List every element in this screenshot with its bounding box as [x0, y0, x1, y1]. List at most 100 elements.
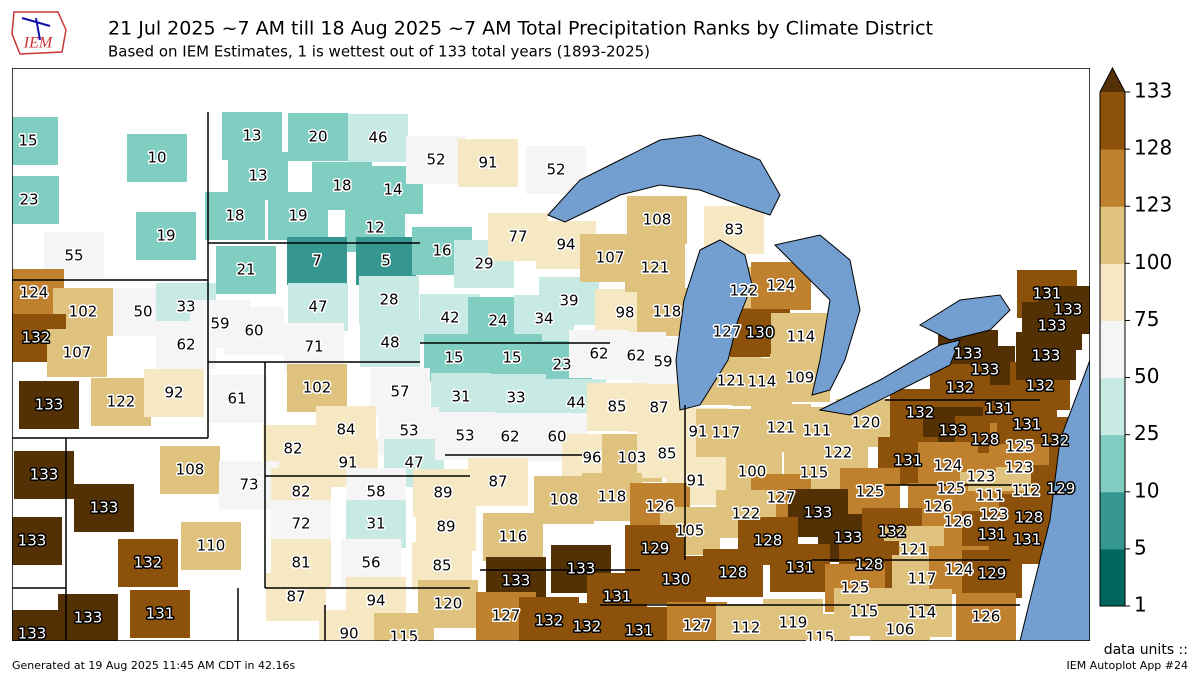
colorbar-bin	[1100, 320, 1125, 379]
district-value: 31	[451, 388, 470, 406]
district	[288, 113, 348, 161]
district-value: 126	[944, 513, 973, 531]
district-value: 60	[547, 428, 566, 446]
colorbar-tick-label: 100	[1134, 250, 1172, 274]
district-value: 58	[366, 483, 385, 501]
map: 15 10 23 19 55 13 20 46 13 18 14 18 19 12 52 91 52 21 7 5 16…	[12, 68, 1090, 647]
district-value: 33	[506, 389, 525, 407]
district-value: 117	[908, 570, 937, 588]
app-note: IEM Autoplot App #24	[1067, 659, 1189, 672]
district-value: 133	[804, 504, 833, 522]
district	[14, 451, 74, 499]
district-value: 13	[248, 167, 267, 185]
district-value: 85	[432, 557, 451, 575]
district-value: 87	[286, 588, 305, 606]
district-value: 133	[18, 532, 47, 550]
colorbar-tick-label: 133	[1134, 79, 1172, 103]
colorbar-bin	[1100, 149, 1125, 207]
district-value: 12	[365, 219, 384, 237]
district-value: 115	[390, 628, 419, 646]
district-value: 123	[980, 506, 1009, 524]
state-borders	[12, 68, 1090, 641]
district-value: 124	[934, 457, 963, 475]
district-value: 112	[1012, 482, 1041, 500]
district-value: 60	[244, 322, 263, 340]
district-value: 128	[754, 532, 783, 550]
district	[12, 610, 62, 641]
district-value: 92	[164, 384, 183, 402]
district	[458, 139, 518, 187]
district-value: 81	[291, 554, 310, 572]
district-value: 128	[1015, 509, 1044, 527]
district-value: 126	[646, 498, 675, 516]
district	[224, 307, 284, 355]
district	[144, 369, 204, 417]
district-value: 87	[649, 399, 668, 417]
district-value: 133	[90, 499, 119, 517]
district	[12, 176, 59, 224]
colorbar-bin	[1100, 491, 1125, 550]
district-value: 48	[380, 334, 399, 352]
district-value: 132	[573, 618, 602, 636]
district-value: 24	[488, 312, 507, 330]
district-value: 122	[732, 505, 761, 523]
district-labels: 15 10 23 19 55 13 20 46 13 18 14 18 19 12 52 91 52 21 7 5 16…	[16, 125, 1084, 647]
district-value: 57	[390, 383, 409, 401]
district-value: 125	[1006, 438, 1035, 456]
district-value: 115	[800, 464, 829, 482]
district	[287, 237, 347, 285]
district-value: 127	[683, 617, 712, 635]
district-value: 131	[625, 622, 654, 640]
colorbar-tick-label: 123	[1134, 193, 1172, 217]
district-value: 121	[767, 419, 796, 437]
district	[12, 517, 62, 565]
district-value: 7	[312, 252, 322, 270]
district-value: 126	[924, 498, 953, 516]
district-value: 5	[381, 252, 391, 270]
district-value: 127	[767, 489, 796, 507]
district-value: 127	[713, 323, 742, 341]
colorbar-bin	[1100, 434, 1125, 493]
district-value: 128	[719, 564, 748, 582]
district	[58, 594, 118, 641]
district-value: 73	[239, 476, 258, 494]
colorbar-tick-label: 50	[1134, 364, 1159, 388]
district	[12, 117, 58, 165]
district-value: 133	[954, 345, 983, 363]
district	[374, 613, 434, 641]
lake-huron	[774, 234, 861, 396]
district	[557, 603, 617, 641]
district-value: 115	[850, 603, 879, 621]
district-value: 15	[502, 349, 521, 367]
colorbar-bin	[1100, 377, 1125, 436]
colorbar-outline	[1099, 66, 1126, 607]
district-value: 91	[688, 423, 707, 441]
district-value: 62	[500, 428, 519, 446]
district-value: 131	[985, 400, 1014, 418]
district-value: 121	[717, 372, 746, 390]
district	[19, 381, 79, 429]
district-value: 15	[444, 349, 463, 367]
district-value: 119	[779, 614, 808, 632]
district	[127, 134, 187, 182]
district-value: 112	[732, 619, 761, 637]
district-value: 109	[786, 369, 815, 387]
district-value: 98	[615, 304, 634, 322]
district-value: 131	[1013, 531, 1042, 549]
district-value: 103	[618, 449, 647, 467]
district	[609, 607, 669, 641]
district-value: 13	[242, 127, 261, 145]
district-value: 52	[546, 161, 565, 179]
district-value: 118	[653, 303, 682, 321]
lake-erie	[818, 339, 961, 416]
district-value: 18	[225, 207, 244, 225]
district-value: 108	[176, 461, 205, 479]
lake-superior	[547, 134, 781, 223]
district-value: 94	[556, 236, 575, 254]
colorbar-bin	[1100, 92, 1125, 150]
district	[156, 321, 216, 369]
district	[534, 476, 594, 524]
district-value: 115	[806, 629, 835, 647]
district-value: 10	[147, 149, 166, 167]
district-value: 121	[900, 541, 929, 559]
